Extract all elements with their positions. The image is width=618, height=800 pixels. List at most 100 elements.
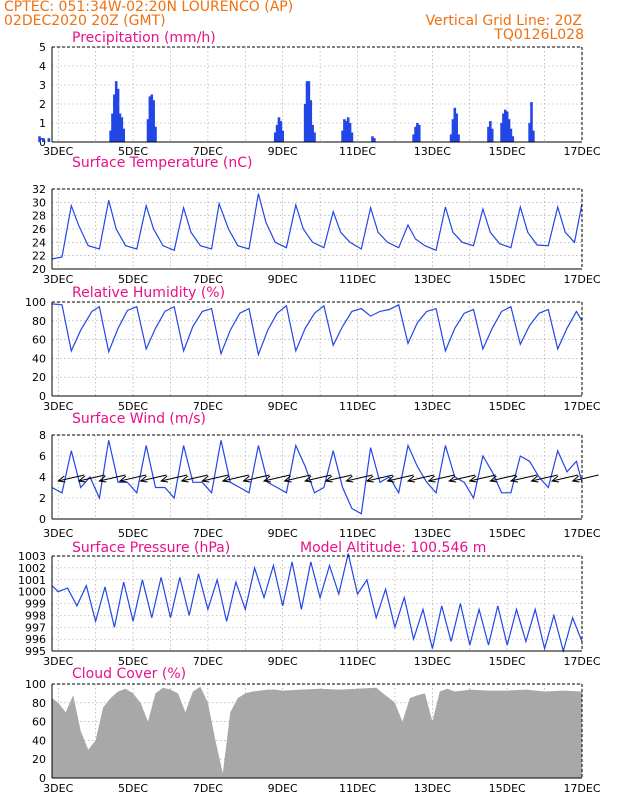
precip-bar [305,81,309,142]
cloud-xtick-label: 15DEC [489,782,526,795]
precip-bar [273,132,277,142]
precip-title: Precipitation (mm/h) [72,30,216,46]
wind-arrow-shaft [78,474,105,482]
temp-xtick-label: 11DEC [339,273,376,286]
wind-ytick-label: 2 [39,492,46,505]
precip-bar [509,128,513,142]
wind-arrow-shaft [407,474,435,482]
rh-ytick-label: 60 [32,334,46,347]
cloud-xtick-label: 17DEC [563,782,600,795]
wind-title: Surface Wind (m/s) [72,411,206,427]
precip-bar [490,128,494,142]
wind-arrow-head [98,475,107,483]
precip-xtick-label: 15DEC [489,145,526,158]
header-datetime: 02DEC2020 20Z (GMT) [4,13,166,29]
precip-bar [313,132,316,142]
wind-arrow-shaft [325,474,352,482]
wind-arrow-head [571,475,580,483]
precip-xtick-label: 17DEC [563,145,600,158]
wind-arrow-shaft [428,474,455,482]
pres-title: Surface Pressure (hPa) [72,540,230,556]
pres-xtick-label: 15DEC [489,655,526,668]
wind-xtick-label: 9DEC [268,527,298,540]
temp-ytick-label: 20 [32,263,46,276]
precip-bar [504,109,507,142]
header-grid-note: Vertical Grid Line: 20Z [425,13,582,29]
cloud-ytick-label: 100 [25,678,46,691]
wind-arrow-shaft [222,474,249,482]
pres-xtick-label: 3DEC [43,655,73,668]
precip-bar [150,94,154,142]
precip-bar [118,113,122,142]
temp-ytick-label: 30 [32,196,46,209]
wind-arrow-head [180,475,189,483]
wind-arrow-shaft [161,474,188,482]
precip-bar [109,130,112,142]
precip-bar [116,88,120,142]
precip-xtick-label: 3DEC [43,145,73,158]
pres-xtick-label: 11DEC [339,655,376,668]
wind-arrow-head [468,475,477,483]
cloud-xtick-label: 13DEC [414,782,451,795]
rh-series-line [51,303,583,357]
precip-bar [111,113,114,142]
wind-arrow-head [365,475,374,483]
cloud-ytick-label: 20 [32,753,46,766]
precip-bar [500,123,503,142]
cloud-xtick-label: 7DEC [193,782,223,795]
precip-bar [47,138,51,142]
precip-bar [507,119,511,142]
wind-ytick-label: 0 [39,513,46,526]
rh-xtick-label: 15DEC [489,400,526,413]
precip-bar [455,113,458,142]
precip-ytick-label: 2 [39,98,46,111]
precip-bar [414,126,417,142]
temp-xtick-label: 17DEC [563,273,600,286]
wind-arrow-head [242,475,251,483]
rh-title: Relative Humidity (%) [72,285,225,301]
wind-arrow-head [118,475,128,483]
wind-arrow-shaft [387,474,414,482]
temp-xtick-label: 7DEC [193,273,223,286]
precip-bar [154,126,157,142]
pres-ytick-label: 1001 [18,574,46,587]
precip-bar [146,119,150,142]
wind-arrow-head [324,475,333,483]
wind-arrow-head [77,475,86,483]
precip-bar [457,134,460,142]
wind-xtick-label: 17DEC [563,527,600,540]
cloud-ytick-label: 60 [32,716,46,729]
precip-xtick-label: 11DEC [339,145,376,158]
rh-ytick-label: 100 [25,296,46,309]
model-altitude-label: Model Altitude: 100.546 m [300,540,486,556]
cloud-ytick-label: 80 [32,697,46,710]
rh-xtick-label: 5DEC [118,400,148,413]
precip-bar [505,111,509,142]
wind-arrow-head [139,475,148,483]
pres-ytick-label: 998 [25,609,46,622]
pres-ytick-label: 1002 [18,562,46,575]
wind-arrow-head [386,475,395,483]
temp-title: Surface Temperature (nC) [72,155,253,171]
wind-ytick-label: 4 [39,471,46,484]
precip-ytick-label: 5 [39,41,46,54]
wind-arrow-shaft [449,474,476,482]
precip-bar [453,107,457,142]
rh-xtick-label: 13DEC [414,400,451,413]
header-location: CPTEC: 051:34W-02:20N LOURENCO (AP) [4,0,294,15]
pres-xtick-label: 9DEC [268,655,298,668]
pres-xtick-label: 5DEC [118,655,148,668]
wind-arrow-head [159,475,169,483]
rh-ytick-label: 80 [32,315,46,328]
precip-bar [281,130,285,142]
rh-xtick-label: 11DEC [339,400,376,413]
precip-bar [277,117,281,142]
wind-arrow-shaft [140,474,167,482]
precip-bar [530,102,533,142]
pres-ytick-label: 996 [25,633,46,646]
cloud-title: Cloud Cover (%) [72,666,186,682]
precip-bar [279,121,283,142]
rh-ytick-label: 40 [32,352,46,365]
precip-bar [148,96,152,142]
precip-bar [528,123,531,142]
